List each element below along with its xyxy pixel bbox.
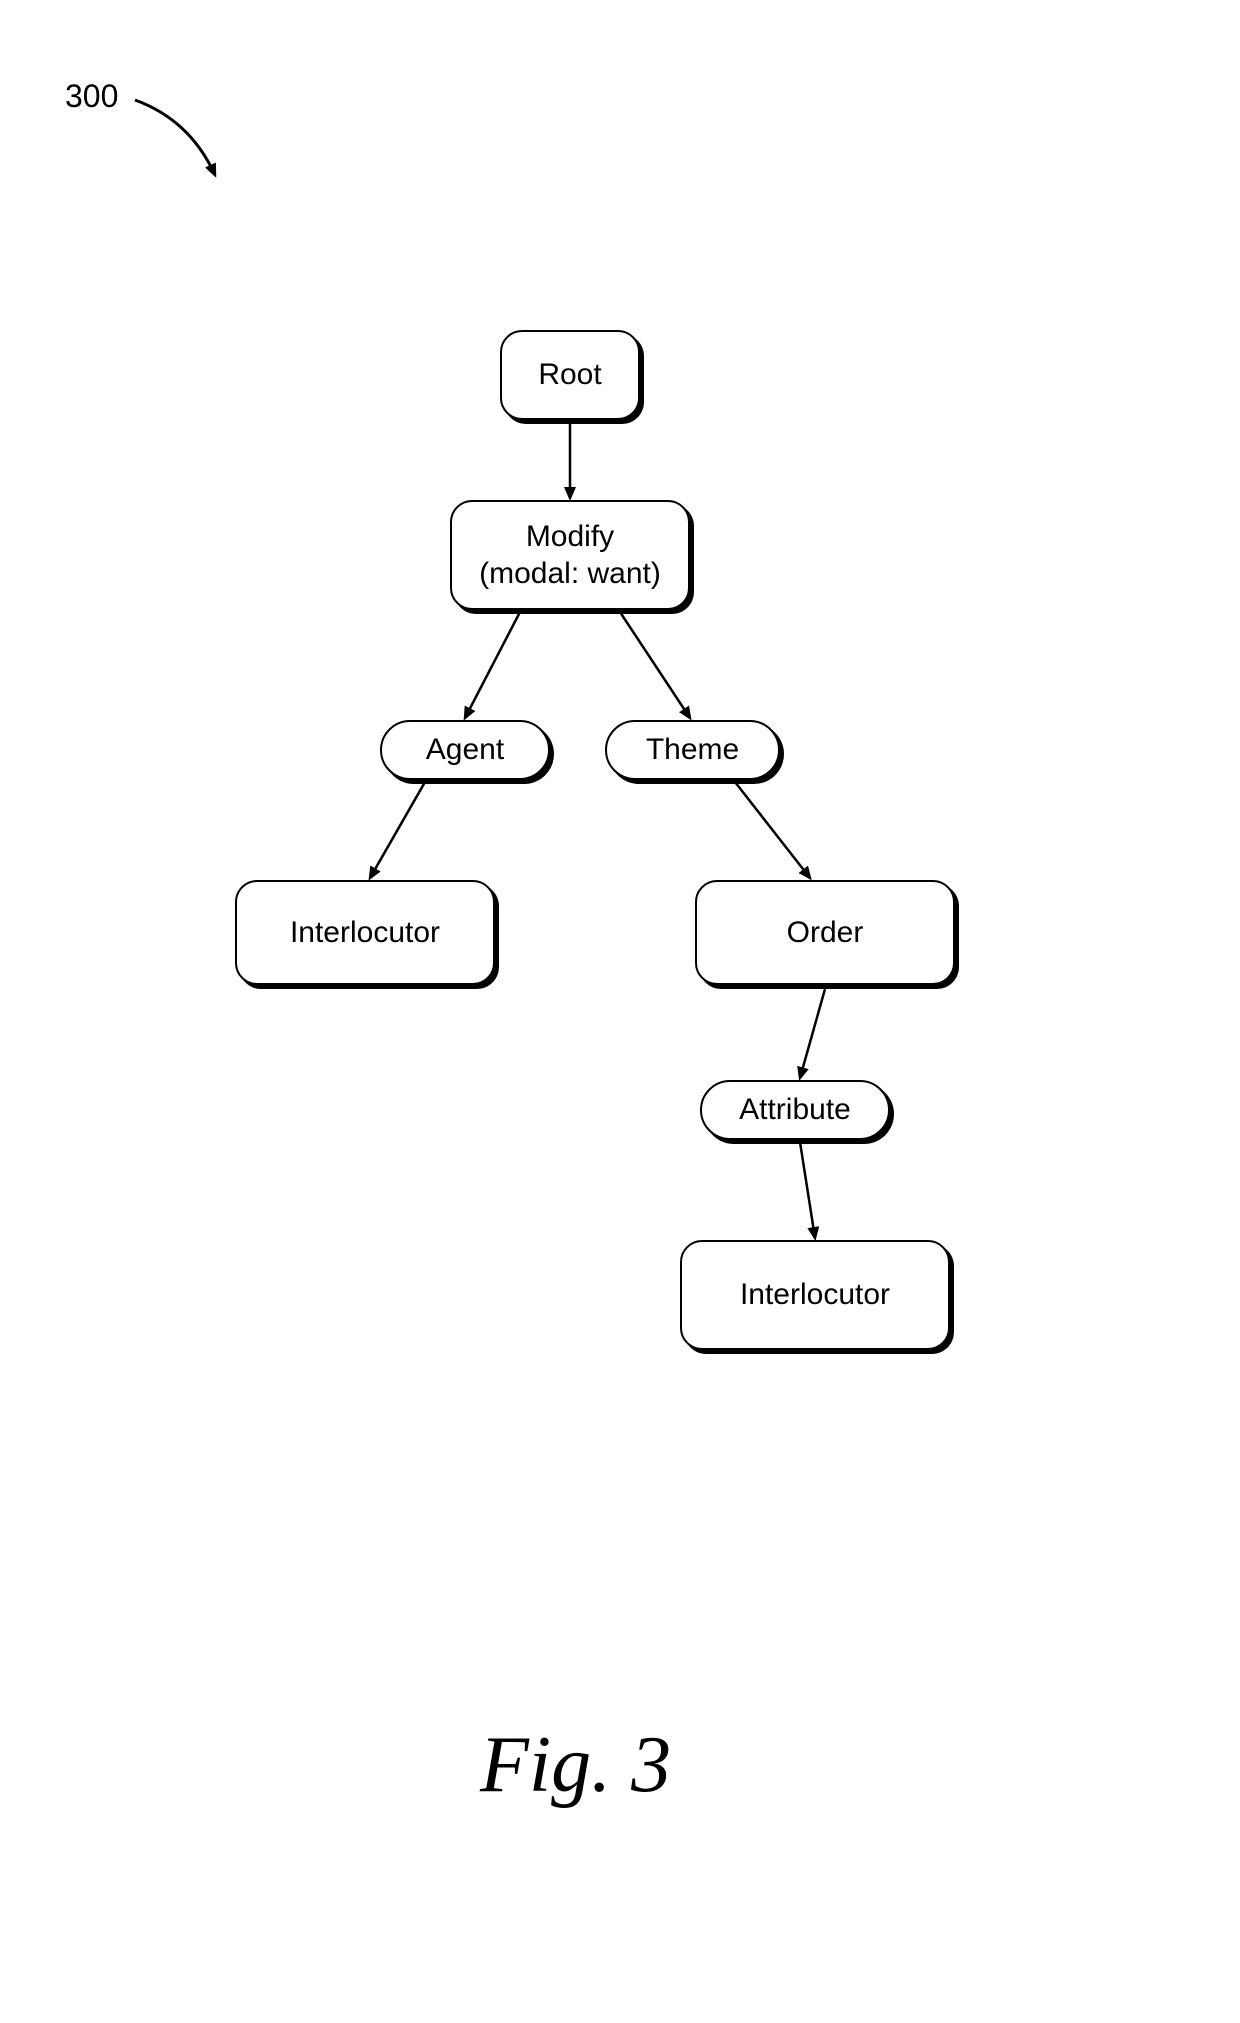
edge-theme-to-order	[735, 782, 810, 878]
reference-number: 300	[65, 78, 118, 115]
edge-attribute-to-interloc2	[800, 1142, 815, 1238]
edge-modify-to-theme	[620, 612, 690, 718]
node-label: Modify(modal: want)	[479, 518, 661, 593]
reference-arrow	[135, 100, 215, 175]
edge-agent-to-interloc1	[370, 782, 425, 878]
node-label: Interlocutor	[740, 1276, 890, 1314]
node-label: Theme	[646, 731, 739, 769]
node-label: Agent	[426, 731, 504, 769]
diagram-canvas: 300 Root Modify(modal: want) Agent Theme Int…	[0, 0, 1240, 2023]
node-agent: Agent	[380, 720, 550, 780]
node-label: Attribute	[739, 1091, 851, 1129]
node-interloc1: Interlocutor	[235, 880, 495, 985]
node-label: Root	[538, 356, 601, 394]
node-modify: Modify(modal: want)	[450, 500, 690, 610]
edge-modify-to-agent	[465, 612, 520, 718]
node-root: Root	[500, 330, 640, 420]
node-order: Order	[695, 880, 955, 985]
edge-order-to-attribute	[800, 989, 825, 1078]
node-interloc2: Interlocutor	[680, 1240, 950, 1350]
node-label: Interlocutor	[290, 914, 440, 952]
figure-caption: Fig. 3	[480, 1720, 671, 1811]
node-attribute: Attribute	[700, 1080, 890, 1140]
node-label: Order	[787, 914, 864, 952]
node-theme: Theme	[605, 720, 780, 780]
